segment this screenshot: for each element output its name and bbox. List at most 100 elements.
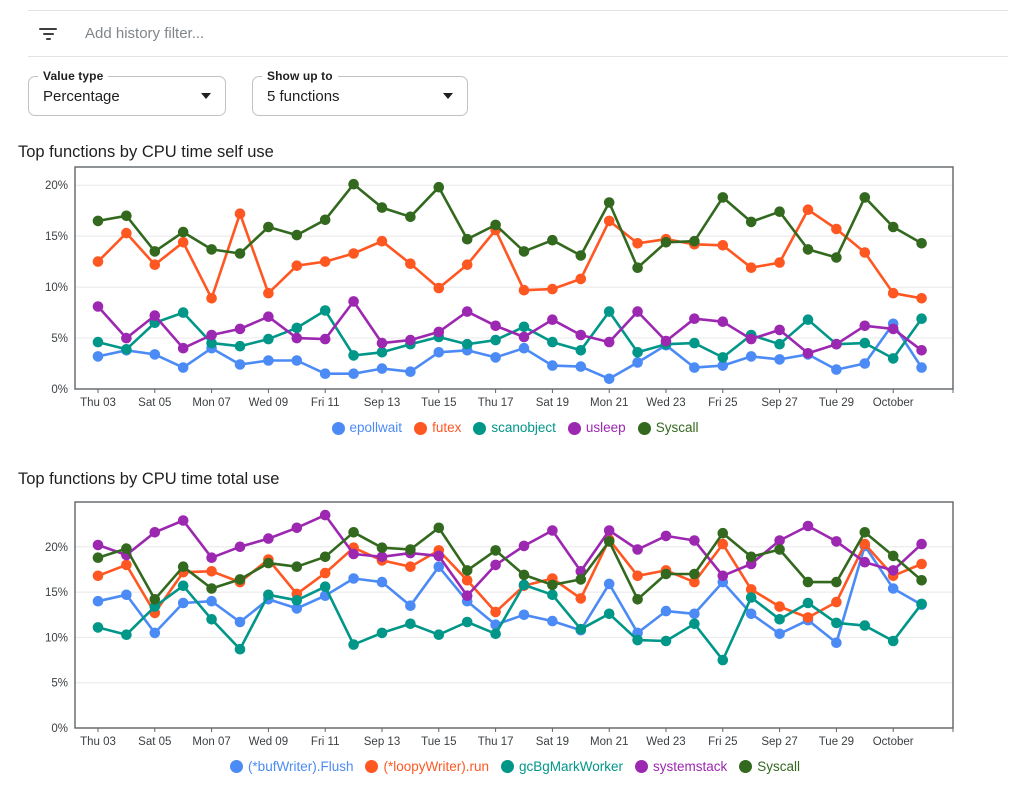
data-point[interactable] [660,530,672,541]
data-point[interactable] [206,244,217,255]
data-point[interactable] [405,334,416,346]
data-point[interactable] [575,250,587,261]
data-point[interactable] [177,226,189,238]
data-point[interactable] [575,273,587,285]
data-point[interactable] [859,358,871,369]
data-point[interactable] [887,221,899,233]
data-point[interactable] [717,316,729,327]
data-point[interactable] [547,283,558,295]
data-point[interactable] [234,573,246,585]
data-point[interactable] [802,520,814,531]
data-point[interactable] [206,337,217,349]
data-point[interactable] [887,287,899,299]
data-point[interactable] [603,535,615,547]
data-point[interactable] [376,235,388,247]
data-point[interactable] [859,247,871,258]
data-point[interactable] [121,210,132,222]
data-point[interactable] [376,337,388,349]
data-point[interactable] [887,550,899,561]
data-point[interactable] [603,578,615,589]
data-point[interactable] [376,347,388,358]
data-point[interactable] [518,246,530,257]
data-point[interactable] [348,350,359,361]
data-point[interactable] [291,229,303,241]
data-point[interactable] [490,544,501,556]
data-point[interactable] [177,580,189,591]
data-point[interactable] [802,611,814,623]
data-point[interactable] [348,178,359,190]
data-point[interactable] [376,627,388,638]
data-point[interactable] [376,551,388,562]
data-point[interactable] [774,257,785,268]
data-point[interactable] [376,576,388,587]
data-point[interactable] [433,347,445,358]
data-point[interactable] [433,326,445,338]
data-point[interactable] [717,654,729,665]
data-point[interactable] [92,351,104,362]
history-filter-input[interactable] [83,24,1008,43]
data-point[interactable] [518,609,530,620]
data-point[interactable] [433,628,445,640]
data-point[interactable] [234,208,246,219]
data-point[interactable] [831,338,842,350]
data-point[interactable] [575,592,587,604]
data-point[interactable] [319,580,331,592]
data-point[interactable] [92,301,104,312]
data-point[interactable] [149,349,161,360]
data-point[interactable] [92,570,104,581]
data-point[interactable] [887,323,899,335]
data-point[interactable] [149,593,161,605]
data-point[interactable] [518,342,530,354]
data-point[interactable] [319,333,331,345]
data-point[interactable] [490,606,501,617]
data-point[interactable] [774,600,785,612]
data-point[interactable] [490,320,501,332]
data-point[interactable] [859,619,871,631]
data-point[interactable] [774,613,785,625]
data-point[interactable] [547,360,558,371]
data-point[interactable] [745,351,757,362]
data-point[interactable] [689,608,700,619]
data-point[interactable] [660,335,672,347]
data-point[interactable] [263,532,274,544]
data-point[interactable] [745,262,757,273]
data-point[interactable] [149,600,161,612]
data-point[interactable] [802,576,814,587]
show-up-to-select[interactable]: Show up to 5 functions [252,69,468,116]
data-point[interactable] [490,334,501,346]
data-point[interactable] [518,569,530,580]
data-point[interactable] [263,311,274,322]
data-point[interactable] [547,579,558,590]
data-point[interactable] [461,616,473,627]
data-point[interactable] [689,568,700,579]
data-point[interactable] [547,336,558,348]
data-point[interactable] [745,551,757,562]
data-point[interactable] [461,338,473,350]
data-point[interactable] [859,320,871,332]
data-point[interactable] [234,541,246,552]
data-point[interactable] [660,635,672,646]
data-point[interactable] [234,248,246,259]
data-point[interactable] [831,223,842,235]
data-point[interactable] [433,522,445,533]
data-point[interactable] [405,543,416,555]
data-point[interactable] [717,192,729,203]
data-point[interactable] [121,332,132,344]
data-point[interactable] [518,579,530,590]
data-point[interactable] [603,215,615,227]
data-point[interactable] [632,238,643,249]
data-point[interactable] [319,551,331,562]
data-point[interactable] [802,244,814,255]
data-point[interactable] [206,595,217,606]
data-point[interactable] [291,322,303,334]
data-point[interactable] [632,593,643,605]
data-point[interactable] [689,618,700,629]
data-point[interactable] [831,252,842,263]
data-point[interactable] [319,368,331,379]
data-point[interactable] [547,234,558,246]
data-point[interactable] [263,333,274,345]
data-point[interactable] [802,314,814,325]
data-point[interactable] [916,313,927,324]
data-point[interactable] [319,214,331,226]
data-point[interactable] [859,556,871,567]
